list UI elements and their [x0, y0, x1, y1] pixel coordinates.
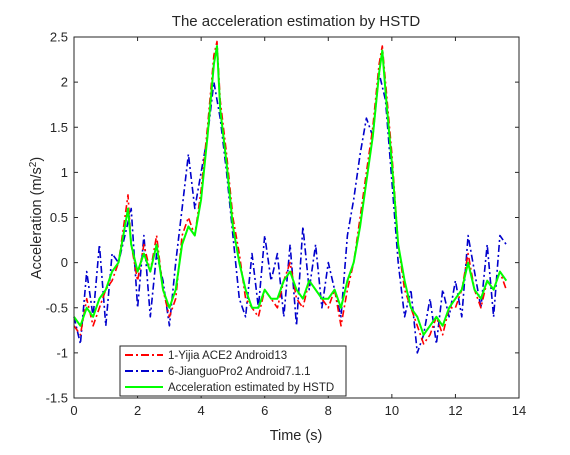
x-tick-label: 0: [70, 403, 77, 418]
x-tick-label: 12: [448, 403, 462, 418]
series-line-3: [73, 45, 508, 336]
x-tick-label: 4: [198, 403, 205, 418]
x-tick-label: 6: [261, 403, 268, 418]
legend-label-series-3: Acceleration estimated by HSTD: [168, 382, 334, 394]
y-axis-label-close: ): [29, 157, 45, 162]
plot-background: [74, 37, 519, 398]
y-tick-label: 1.5: [50, 120, 68, 135]
y-tick-label: 2.5: [50, 30, 68, 45]
legend-label-series-2: 6-JianguoPro2 Android7.1.1: [168, 366, 311, 378]
x-axis-label: Time (s): [270, 428, 323, 444]
series-layer: [73, 40, 508, 354]
y-axis-label: Acceleration (m/s2): [28, 157, 46, 279]
x-tick-label: 10: [385, 403, 399, 418]
y-tick-label: 1: [61, 165, 68, 180]
chart-title: The acceleration estimation by HSTD: [172, 13, 421, 30]
x-tick-label: 2: [134, 403, 141, 418]
y-axis-label-main: Acceleration (m/s: [29, 167, 45, 279]
x-tick-label: 8: [325, 403, 332, 418]
legend-label-series-1: 1-Yijia ACE2 Android13: [168, 350, 287, 362]
y-tick-label: 0.5: [50, 210, 68, 225]
y-tick-label: 2: [61, 75, 68, 90]
x-tick-label: 14: [512, 403, 526, 418]
y-axis-label-exponent: 2: [28, 161, 39, 167]
y-tick-label: -1.5: [46, 391, 68, 406]
y-tick-label: -0.5: [46, 300, 68, 315]
legend: 1-Yijia ACE2 Android13 6-JianguoPro2 And…: [119, 345, 347, 397]
y-tick-label: -1: [56, 345, 68, 360]
series-line-1: [73, 40, 508, 345]
y-tick-label: 0: [61, 255, 68, 270]
